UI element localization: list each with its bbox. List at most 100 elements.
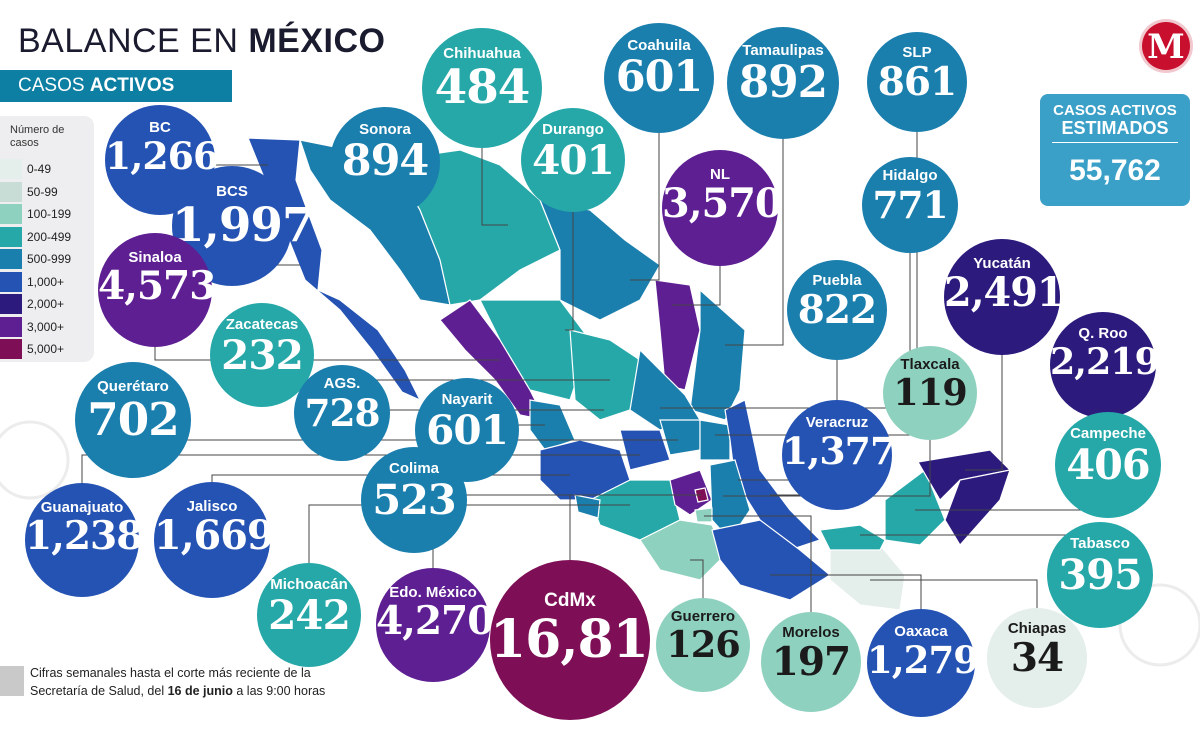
page-title: BALANCE EN MÉXICO xyxy=(18,22,386,60)
state-name: CdMx xyxy=(544,590,596,612)
state-name: Hidalgo xyxy=(882,167,938,185)
state-name: BCS xyxy=(216,183,248,201)
footnote-marker xyxy=(0,666,24,696)
estimated-label-line2: ESTIMADOS xyxy=(1061,118,1169,138)
state-bubble-jalisco: Jalisco 1,669 xyxy=(154,482,275,598)
legend-swatch xyxy=(0,316,22,337)
state-value: 1,997 xyxy=(172,197,315,253)
state-value: 232 xyxy=(221,330,304,379)
legend-swatch xyxy=(0,226,22,247)
state-value: 406 xyxy=(1066,440,1150,490)
state-value: 1,238 xyxy=(25,513,143,560)
state-bubble-guanajuato: Guanajuato 1,238 xyxy=(25,483,143,597)
state-value: 1,266 xyxy=(105,134,219,179)
state-bubble-morelos: Morelos 197 xyxy=(761,612,861,712)
state-name: Tlaxcala xyxy=(900,355,960,373)
state-name: Querétaro xyxy=(97,378,169,396)
legend-swatch xyxy=(0,181,22,202)
legend-swatch xyxy=(0,339,22,359)
legend-item: 50-99 xyxy=(0,181,94,204)
state-bubble-chiapas: Chiapas 34 xyxy=(987,608,1087,708)
state-bubble-tabasco: Tabasco 395 xyxy=(1047,522,1153,628)
state-value: 601 xyxy=(615,52,704,103)
state-bubble-puebla: Puebla 822 xyxy=(787,260,887,360)
state-name: Sinaloa xyxy=(128,248,182,266)
legend-item: 1,000+ xyxy=(0,271,94,294)
state-bubble-nl: NL 3,570 xyxy=(662,150,783,266)
state-bubble-chihuahua: Chihuahua 484 xyxy=(422,28,542,148)
state-bubble-sonora: Sonora 894 xyxy=(330,107,440,217)
map-durango xyxy=(479,299,591,401)
state-bubble-coahuila: Coahuila 601 xyxy=(604,23,714,133)
state-value: 771 xyxy=(872,182,948,227)
state-bubble-bcs: BCS 1,997 xyxy=(172,166,315,286)
legend-item: 500-999 xyxy=(0,249,94,271)
state-bubble-slp: SLP 861 xyxy=(867,32,967,132)
legend-label: 2,000+ xyxy=(27,297,65,311)
map-zacatecas xyxy=(569,329,641,421)
estimated-divider xyxy=(1052,142,1178,143)
state-name: Nayarit xyxy=(441,390,493,408)
estimated-label-line1: CASOS ACTIVOS xyxy=(1053,102,1177,119)
legend-swatch xyxy=(0,249,22,269)
state-value: 34 xyxy=(1010,634,1064,681)
state-name: Oaxaca xyxy=(894,622,948,640)
legend-swatch xyxy=(0,159,22,179)
estimated-total-box: CASOS ACTIVOS ESTIMADOS 55,762 xyxy=(1040,94,1190,206)
state-name: Sonora xyxy=(359,121,411,139)
state-value: 242 xyxy=(268,590,351,639)
state-bubble-oaxaca: Oaxaca 1,279 xyxy=(867,609,979,717)
state-value: 1,279 xyxy=(867,637,979,682)
milenio-logo: M xyxy=(1142,22,1190,70)
legend-item: 100-199 xyxy=(0,204,94,226)
connector-coahuila xyxy=(630,78,660,281)
state-name: Michoacán xyxy=(270,575,348,593)
state-bubble-veracruz: Veracruz 1,377 xyxy=(782,400,896,510)
estimated-value: 55,762 xyxy=(1069,154,1161,187)
map-colima xyxy=(574,494,601,519)
state-name: Tabasco xyxy=(1070,535,1130,553)
state-value: 484 xyxy=(434,59,531,115)
legend-label: 200-499 xyxy=(27,229,72,244)
state-value: 2,491 xyxy=(944,269,1065,316)
state-bubble-guerrero: Guerrero 126 xyxy=(656,598,750,692)
state-bubble-hidalgo: Hidalgo 771 xyxy=(862,157,958,253)
legend-label: 100-199 xyxy=(27,207,72,221)
state-name: Puebla xyxy=(812,271,862,289)
state-value: 395 xyxy=(1058,550,1142,600)
state-value: 126 xyxy=(666,623,741,666)
state-bubble-colima: Colima 523 xyxy=(361,447,467,553)
legend-item: 0-49 xyxy=(0,159,94,181)
state-name: Jalisco xyxy=(186,498,238,516)
state-value: 2,219 xyxy=(1050,340,1160,384)
state-value: 16,816 xyxy=(490,608,684,670)
state-bubble-zacatecas: Zacatecas 232 xyxy=(210,303,314,407)
state-value: 728 xyxy=(304,390,380,435)
state-name: BC xyxy=(149,119,171,137)
state-value: 3,570 xyxy=(662,180,783,227)
state-name: Tamaulipas xyxy=(742,41,824,59)
state-value: 119 xyxy=(893,371,968,414)
state-value: 1,669 xyxy=(154,512,275,559)
legend-swatch xyxy=(0,271,22,292)
legend-item: 3,000+ xyxy=(0,316,94,339)
map-estado-de-mexico xyxy=(669,469,713,516)
state-bubble-campeche: Campeche 406 xyxy=(1055,412,1161,518)
state-name: Chihuahua xyxy=(443,45,521,63)
state-bubble-edo-m-xico: Edo. México 4,270 xyxy=(376,568,494,682)
page-subtitle: CASOS ACTIVOS xyxy=(0,70,232,102)
legend-swatch xyxy=(0,294,22,314)
state-name: Edo. México xyxy=(389,583,477,601)
legend-item: 5,000+ xyxy=(0,339,94,361)
state-bubble-tamaulipas: Tamaulipas 892 xyxy=(727,27,839,139)
state-value: 523 xyxy=(372,475,456,525)
map-guanajuato xyxy=(619,429,671,471)
legend-label: 1,000+ xyxy=(27,274,65,289)
footnote-text: Cifras semanales hasta el corte más reci… xyxy=(30,666,326,698)
connector-durango xyxy=(565,160,574,331)
legend-item: 200-499 xyxy=(0,226,94,249)
state-name: Q. Roo xyxy=(1078,325,1128,343)
state-value: 601 xyxy=(426,405,509,454)
map-hidalgo xyxy=(699,419,731,461)
